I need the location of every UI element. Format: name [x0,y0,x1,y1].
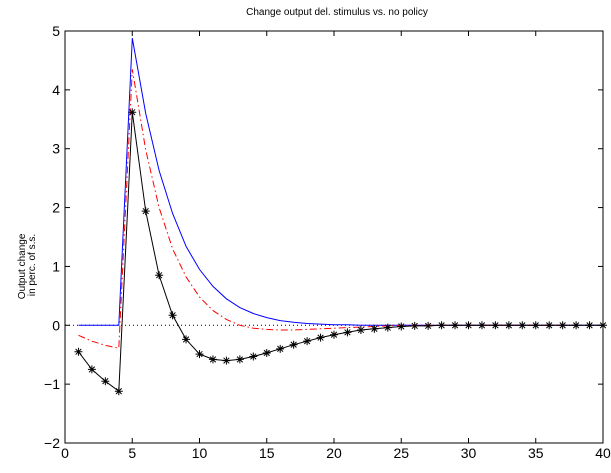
series-3-point-marker [518,321,527,330]
series-3-point-marker [343,328,352,337]
series-3-point-marker [208,355,217,364]
series-3-point-marker [262,348,271,357]
y-tick-label: 2 [52,200,60,216]
series-3-point-marker [87,365,96,374]
series-3-point-marker [235,355,244,364]
series-line-1 [78,38,603,326]
y-axis-label-line-1: Output change [17,233,28,299]
axes-box [64,30,604,444]
y-tick-label: −2 [44,435,60,451]
series-3-point-marker [316,333,325,342]
series-3-point-marker [504,321,513,330]
series-3-point-marker [451,321,460,330]
series-3-point-marker [437,321,446,330]
x-tick-label: 30 [461,445,477,461]
y-axis-label-line-2: in perc. of s.s. [27,234,38,296]
series-3-point-marker [155,271,164,280]
series-3-point-marker [397,322,406,331]
series-3-point-marker [74,347,83,356]
series-3-point-marker [558,321,567,330]
series-3-point-marker [356,325,365,334]
plot-area [65,38,607,396]
x-tick-label: 35 [528,445,544,461]
y-tick-label: 5 [52,23,60,39]
y-tick-label: 3 [52,141,60,157]
y-axis-label: Output change in perc. of s.s. [17,231,38,299]
series-3-point-marker [491,321,500,330]
y-tick-label: 4 [52,82,60,98]
series-3-point-marker [572,321,581,330]
series-3-point-marker [424,321,433,330]
series-3-point-marker [195,350,204,359]
series-3-point-marker [141,207,150,216]
series-3-point-marker [410,321,419,330]
series-3-point-marker [477,321,486,330]
series-3-point-marker [114,387,123,396]
series-3-point-marker [370,324,379,333]
series-3-point-marker [585,321,594,330]
series-3-point-marker [545,321,554,330]
series-3-point-marker [222,356,231,365]
series-3-point-marker [182,335,191,344]
series-3-point-marker [383,323,392,332]
x-tick-label: 15 [259,445,275,461]
series-3-point-marker [289,340,298,349]
series-3-point-marker [303,337,312,346]
series-3-point-marker [276,344,285,353]
x-tick-label: 0 [61,445,69,461]
series-line-3 [78,112,603,393]
series-3-point-marker [249,352,258,361]
series-3-point-marker [128,108,137,117]
y-tick-label: 0 [52,317,60,333]
y-tick-label: 1 [52,258,60,274]
series-3-point-marker [330,330,338,339]
series-3-point-marker [531,321,540,330]
x-tick-label: 5 [128,445,136,461]
series-3-point-marker [464,321,473,330]
series-line-2 [78,69,603,349]
chart-title: Change output del. stimulus vs. no polic… [246,7,428,18]
series-3-point-marker [168,311,177,320]
x-tick-label: 10 [192,445,208,461]
x-tick-label: 40 [595,445,611,461]
series-3-point-marker [101,377,110,386]
axis-ticks: 0 5 10 15 20 25 30 35 40 −2 −1 0 1 2 3 4 5 [44,23,611,461]
y-tick-label: −1 [44,376,60,392]
x-tick-label: 25 [393,445,409,461]
x-tick-label: 20 [326,445,342,461]
